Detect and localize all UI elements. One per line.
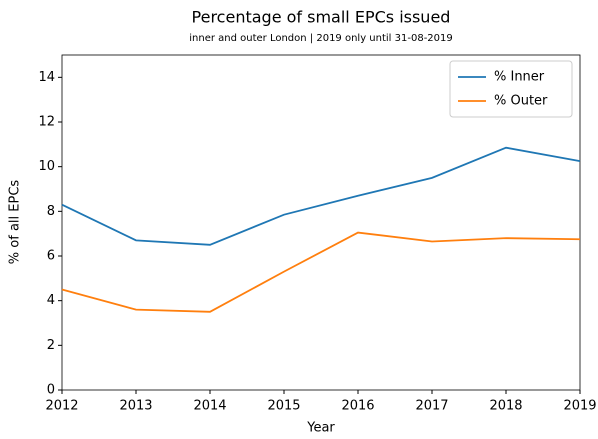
y-tick-label: 6: [47, 249, 55, 264]
x-tick-label: 2014: [193, 399, 226, 414]
x-axis-label: Year: [306, 421, 335, 436]
plot-frame: [61, 54, 581, 391]
line-series: [61, 146, 581, 246]
y-tick-label: 4: [47, 293, 55, 308]
y-tick-label: 14: [38, 70, 55, 85]
legend-label: % Outer: [494, 94, 548, 109]
y-tick-label: 8: [47, 204, 55, 219]
x-tick-label: 2019: [563, 399, 596, 414]
x-tick-label: 2016: [341, 399, 374, 414]
y-axis-label: % of all EPCs: [8, 180, 23, 265]
x-tick-label: 2015: [267, 399, 300, 414]
line-series: [61, 231, 581, 313]
y-tick-label: 12: [38, 115, 55, 130]
legend-label: % Inner: [494, 70, 545, 85]
chart-title: Percentage of small EPCs issued: [192, 8, 451, 27]
chart-subtitle: inner and outer London | 2019 only until…: [189, 33, 453, 44]
y-tick-label: 2: [47, 338, 55, 353]
y-tick-label: 10: [38, 159, 55, 174]
legend-box: [449, 60, 573, 118]
x-tick-label: 2017: [415, 399, 448, 414]
x-tick-label: 2013: [119, 399, 152, 414]
y-tick-label: 0: [47, 383, 55, 398]
x-tick-label: 2018: [489, 399, 522, 414]
x-tick-label: 2012: [45, 399, 78, 414]
